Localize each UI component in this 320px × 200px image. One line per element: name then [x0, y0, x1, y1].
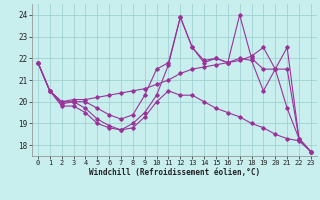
X-axis label: Windchill (Refroidissement éolien,°C): Windchill (Refroidissement éolien,°C): [89, 168, 260, 177]
